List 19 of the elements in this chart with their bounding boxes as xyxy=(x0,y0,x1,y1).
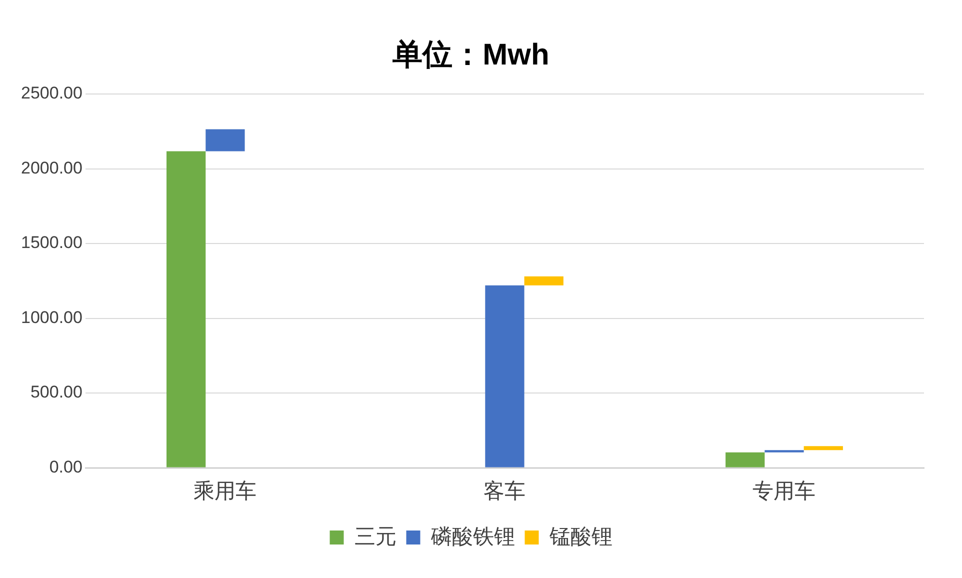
y-tick-label: 2000.00 xyxy=(21,158,82,178)
legend-label: 三元 xyxy=(354,525,396,548)
y-tick-label: 500.00 xyxy=(30,382,82,402)
y-tick-label: 1000.00 xyxy=(21,308,82,327)
legend-label: 磷酸铁锂 xyxy=(430,525,515,548)
y-tick-label: 2500.00 xyxy=(21,84,82,103)
x-tick-label: 专用车 xyxy=(752,480,816,504)
x-tick-label: 乘用车 xyxy=(194,480,257,504)
y-tick-label: 1500.00 xyxy=(21,233,82,252)
bar xyxy=(485,285,524,468)
y-tick-label: 0.00 xyxy=(49,457,82,476)
bar xyxy=(524,276,564,286)
chart-title: 单位：Mwh xyxy=(392,38,550,72)
legend-label: 锰酸锂 xyxy=(548,525,612,548)
bar xyxy=(804,446,843,450)
bar xyxy=(166,151,206,468)
x-tick-label: 客车 xyxy=(484,480,526,504)
bar xyxy=(726,452,765,468)
bar xyxy=(206,129,245,152)
